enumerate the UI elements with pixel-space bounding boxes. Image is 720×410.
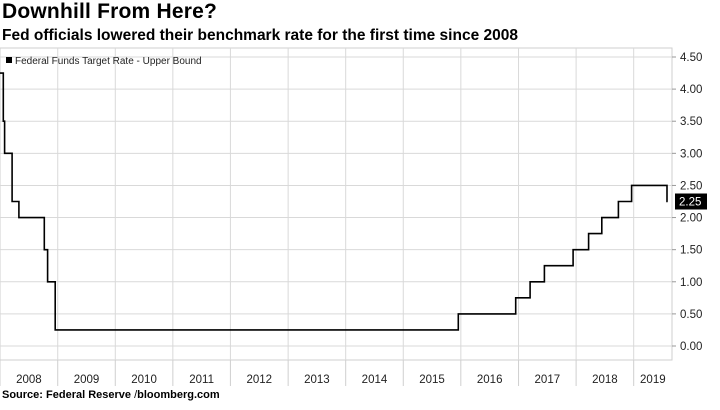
x-tick-label: 2011 [189,374,214,386]
x-tick-label: 2009 [74,374,100,386]
chart-title: Downhill From Here? [2,0,217,23]
y-tick-label: 4.00 [680,84,702,96]
legend-label: Federal Funds Target Rate - Upper Bound [15,56,202,67]
x-tick-label: 2010 [131,374,157,386]
x-tick-label: 2015 [419,374,445,386]
grid-lines [0,48,672,360]
y-tick-label: 0.50 [680,309,702,321]
last-value-box [675,193,707,210]
source-label: Source: [2,389,43,401]
y-tick-label: 2.00 [680,213,702,225]
y-tick-label: 1.50 [680,245,702,257]
x-tick-label: 2019 [640,374,666,386]
axes: 0.00 0.50 1.00 1.50 2.00 2.50 3.00 3.50 4.00 4.50… [0,52,702,386]
y-tick-label: 0.00 [680,341,702,353]
x-tick-label: 2017 [535,374,561,386]
y-tick-label: 3.00 [680,148,702,160]
plot-frame [0,47,673,361]
x-tick-label: 2012 [246,374,272,386]
series-layer [0,72,668,331]
x-tick-label: 2014 [362,374,388,386]
source-site-link[interactable]: bloomberg.com [137,389,220,401]
legend: Federal Funds Target Rate - Upper Bound [6,56,202,67]
x-tick-label: 2018 [592,374,618,386]
y-tick-label: 1.00 [680,277,702,289]
last-value-label: 2.25 [679,197,701,209]
y-tick-label: 2.50 [680,180,702,192]
source-separator: / [134,389,138,401]
legend-swatch [6,57,12,63]
x-tick-label: 2008 [16,374,42,386]
y-tick-label: 3.50 [680,116,702,128]
source-name: Federal Reserve [46,389,132,401]
x-tick-label: 2016 [477,374,503,386]
value-labels: 2.25 [675,193,707,210]
chart-subtitle: Fed officials lowered their benchmark ra… [2,27,518,44]
y-tick-label: 4.50 [680,52,702,64]
footer-source: Source: Federal Reserve /bloomberg.com [2,389,220,401]
x-tick-label: 2013 [304,374,330,386]
series-line-fed-funds-upper-bound [0,72,668,331]
